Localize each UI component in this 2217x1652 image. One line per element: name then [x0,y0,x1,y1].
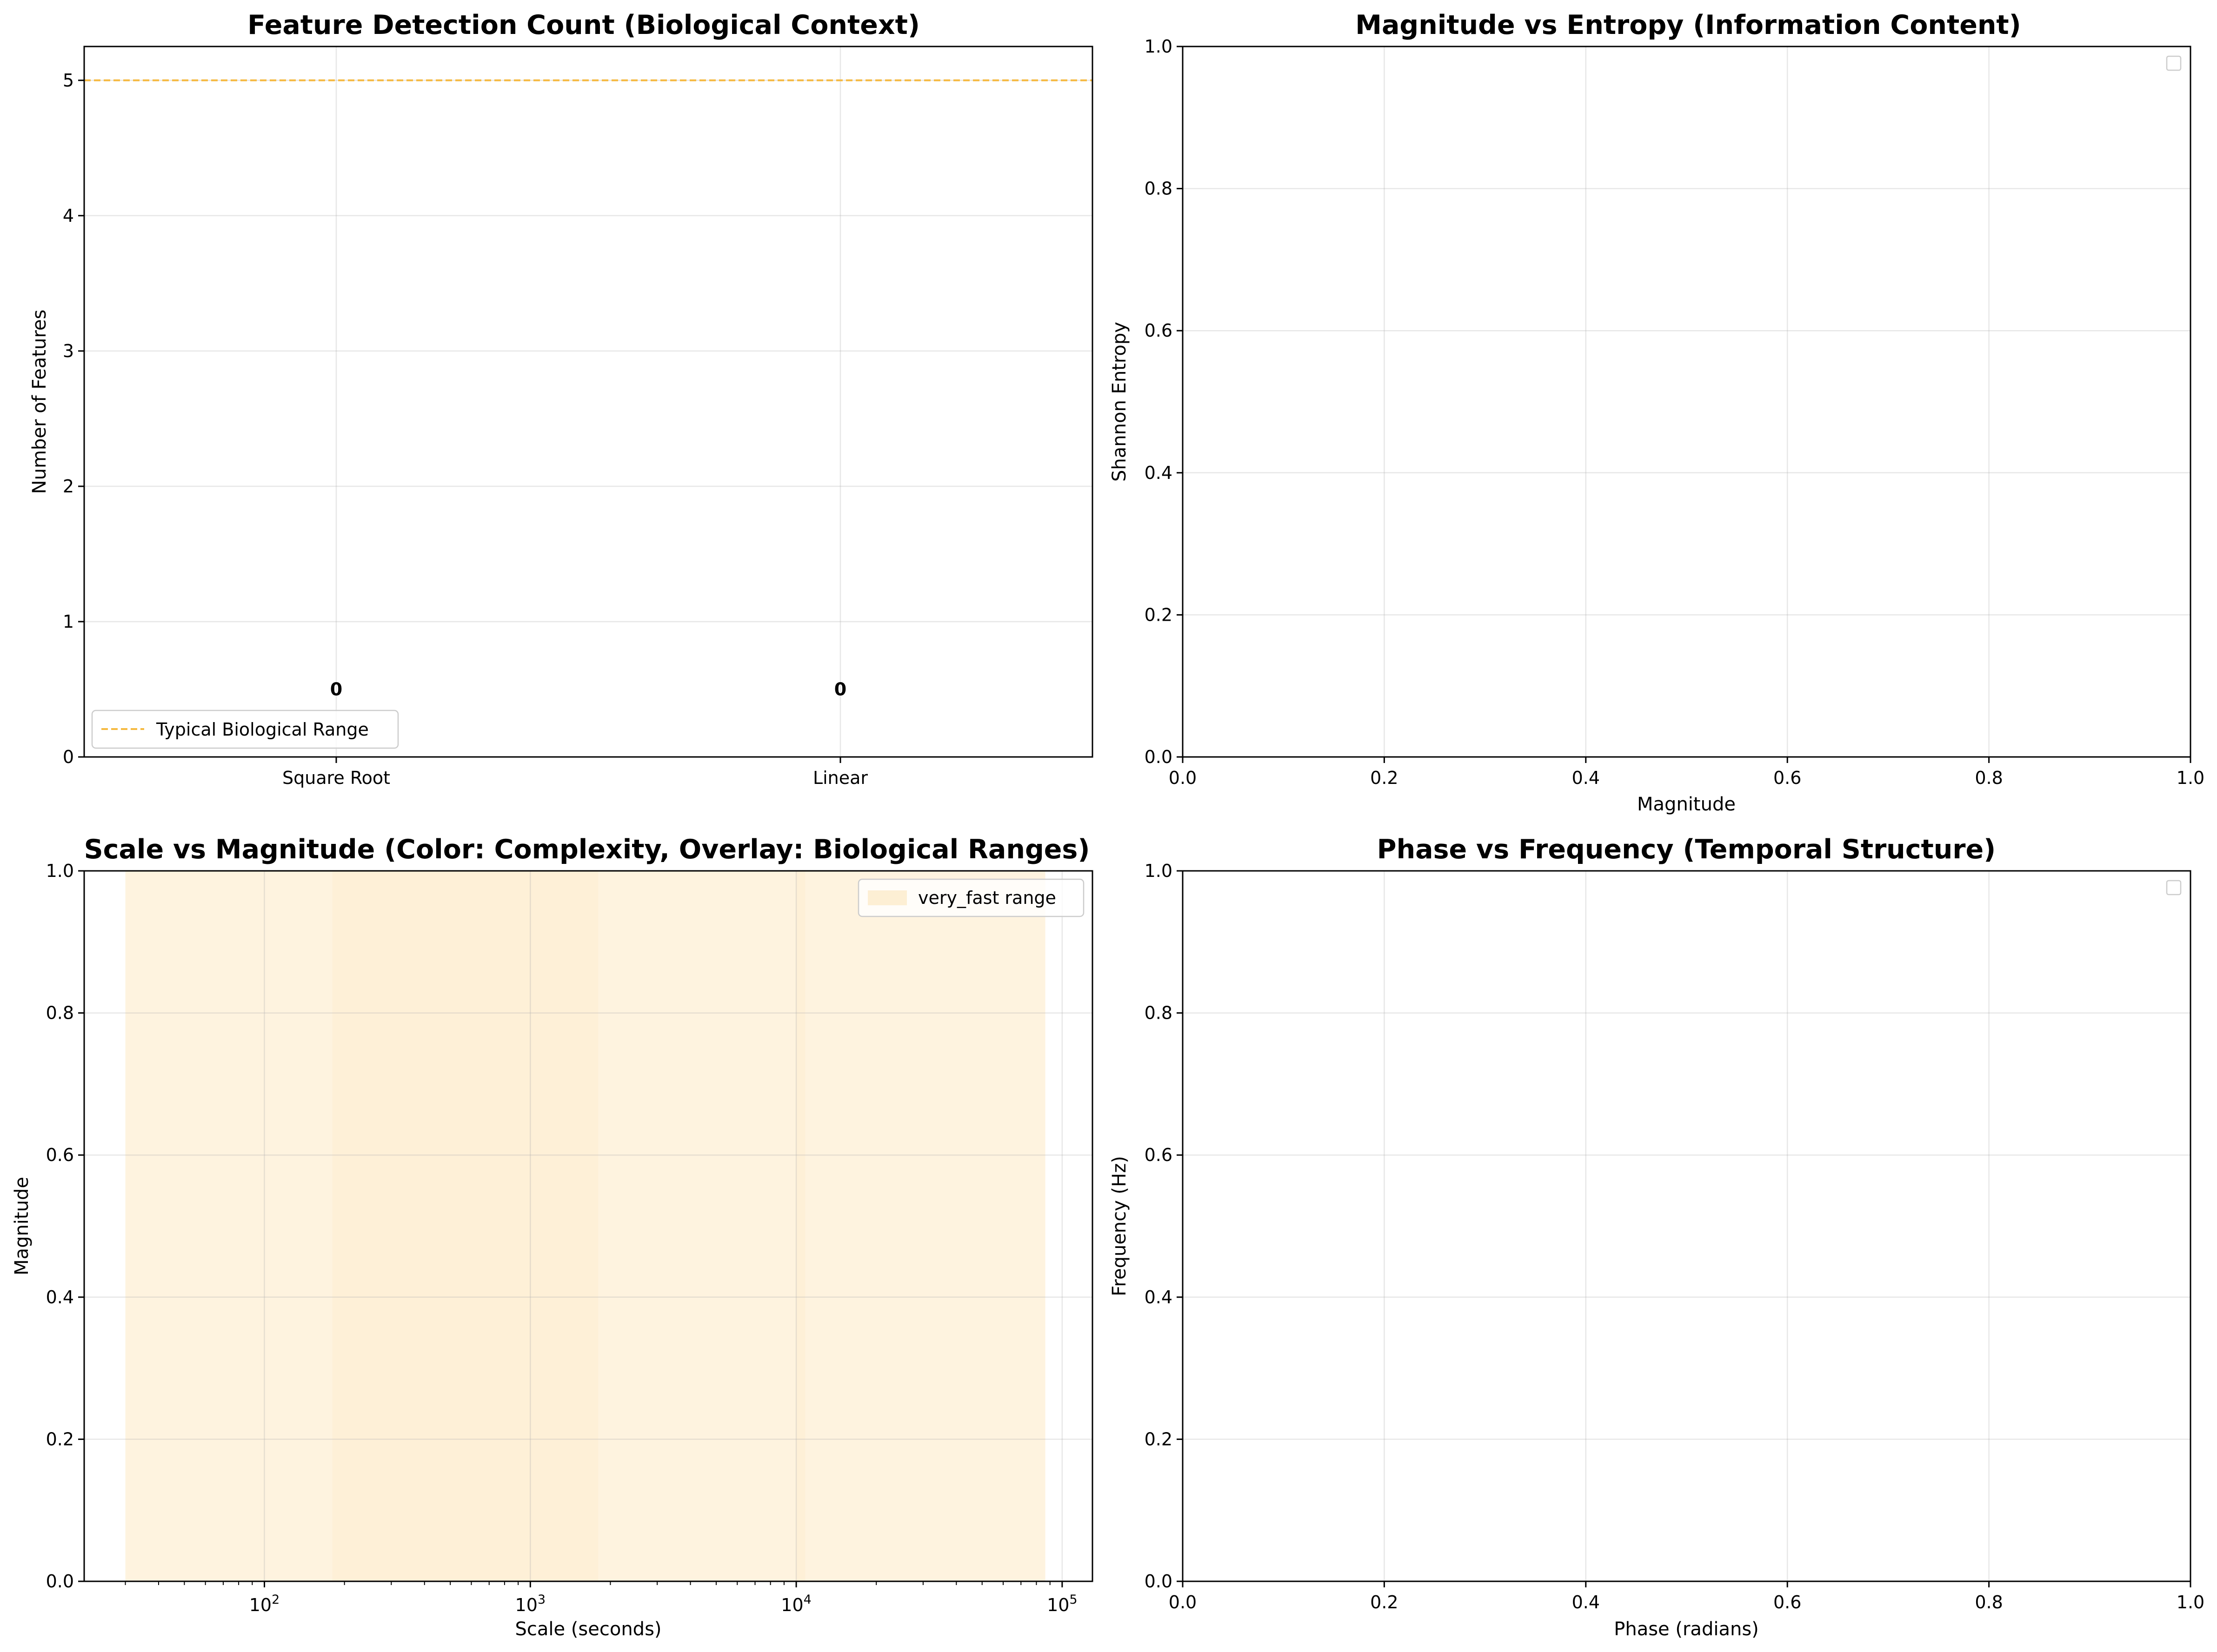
p3-xtick-base: 10 [249,1595,272,1615]
p3-xtick-base: 10 [515,1595,538,1615]
p3-xtick-base: 10 [1047,1595,1069,1615]
p1-bar-value-label: 0 [330,679,342,699]
panel3-xlabel: Scale (seconds) [515,1619,661,1640]
panel-phase-frequency: Phase vs Frequency (Temporal Structure) … [1109,834,2204,1640]
panel3-legend[interactable]: very_fast range [858,878,1085,917]
p1-ytick-label: 3 [63,341,74,361]
panel1-legend-label: Typical Biological Range [156,719,369,740]
p4-ytick-label: 0.2 [1145,1429,1172,1449]
p3-ytick-label: 0.0 [46,1571,74,1592]
panel2-frame [1182,46,2191,758]
p2-ytick-label: 0.2 [1145,604,1172,625]
panel4-frame [1182,870,2191,1582]
p4-xtick-label: 0.8 [1975,1592,2003,1612]
p2-xtick-label: 0.0 [1169,768,1197,788]
p4-ytick-label: 1.0 [1145,861,1172,881]
panel3-legend-label: very_fast range [918,888,1056,908]
p4-ytick-label: 0.6 [1145,1145,1172,1165]
panel1-title: Feature Detection Count (Biological Cont… [247,10,920,40]
panel1-ylabel: Number of Features [29,310,50,494]
panel3-title: Scale vs Magnitude (Color: Complexity, O… [84,834,1090,865]
p3-ytick-label: 0.6 [46,1145,74,1165]
p3-xtick-exponent: 2 [272,1592,280,1607]
p4-xtick-label: 0.4 [1572,1592,1600,1612]
panel-feature-detection: Feature Detection Count (Biological Cont… [29,10,1093,788]
panel2-ylabel: Shannon Entropy [1109,322,1130,482]
panel3-legend-swatch [868,890,907,905]
p4-xtick-label: 0.2 [1370,1592,1398,1612]
p3-ytick-label: 1.0 [46,861,74,881]
p2-ytick-label: 0.6 [1145,320,1172,341]
panel1-frame [83,46,1093,758]
p3-xtick-label: 104 [781,1592,812,1615]
p1-ytick-label: 4 [63,206,74,226]
p2-ytick-label: 0.8 [1145,179,1172,199]
p1-ytick-label: 5 [63,70,74,91]
panel-magnitude-entropy: Magnitude vs Entropy (Information Conten… [1109,10,2204,815]
p1-ytick-label: 2 [63,476,74,497]
p2-ytick-label: 1.0 [1145,36,1172,57]
panel3-legend-box [858,878,1085,917]
p3-xtick-label: 105 [1047,1592,1078,1615]
p3-ytick-label: 0.2 [46,1429,74,1449]
p3-ytick-label: 0.8 [46,1003,74,1023]
p3-range-overlay-2 [796,871,806,1581]
p1-ytick-label: 0 [63,747,74,767]
panel4-xlabel: Phase (radians) [1614,1619,1759,1640]
p2-xtick-label: 0.8 [1975,768,2003,788]
p3-range-overlay-1 [332,871,599,1581]
p2-xtick-label: 1.0 [2177,768,2204,788]
p4-ytick-label: 0.4 [1145,1287,1172,1307]
p4-xtick-label: 0.0 [1169,1592,1197,1612]
panel-scale-magnitude: Scale vs Magnitude (Color: Complexity, O… [11,834,1093,1640]
panel2-xlabel: Magnitude [1637,794,1736,815]
p1-ytick-label: 1 [63,611,74,632]
p3-xtick-exponent: 3 [538,1592,546,1607]
panel4-legend-box [2166,880,2182,896]
panel4-ylabel: Frequency (Hz) [1109,1156,1130,1296]
panel4-title: Phase vs Frequency (Temporal Structure) [1377,834,1996,865]
p1-bar-value-label: 0 [834,679,846,699]
p4-ytick-label: 0.8 [1145,1003,1172,1023]
panel2-legend-box [2166,55,2182,71]
p3-xtick-label: 102 [249,1592,280,1615]
p1-xtick-label: Square Root [282,768,390,788]
p3-xtick-exponent: 4 [804,1592,812,1607]
p1-xtick-label: Linear [813,768,868,788]
p3-xtick-label: 103 [515,1592,546,1615]
panel3-frame [83,870,1093,1582]
p2-ytick-label: 0.0 [1145,747,1172,767]
panel1-legend[interactable]: Typical Biological Range [91,710,399,749]
p4-ytick-label: 0.0 [1145,1571,1172,1592]
p4-xtick-label: 1.0 [2177,1592,2204,1612]
p3-xtick-base: 10 [781,1595,803,1615]
p2-xtick-label: 0.6 [1773,768,1801,788]
panel3-ylabel: Magnitude [11,1177,33,1275]
panel2-title: Magnitude vs Entropy (Information Conten… [1355,10,2021,40]
panel1-legend-box [91,710,399,749]
p4-xtick-label: 0.6 [1773,1592,1801,1612]
p2-ytick-label: 0.4 [1145,463,1172,483]
p3-xtick-exponent: 5 [1069,1592,1077,1607]
p2-xtick-label: 0.2 [1370,768,1398,788]
p3-ytick-label: 0.4 [46,1287,74,1307]
p2-xtick-label: 0.4 [1572,768,1600,788]
